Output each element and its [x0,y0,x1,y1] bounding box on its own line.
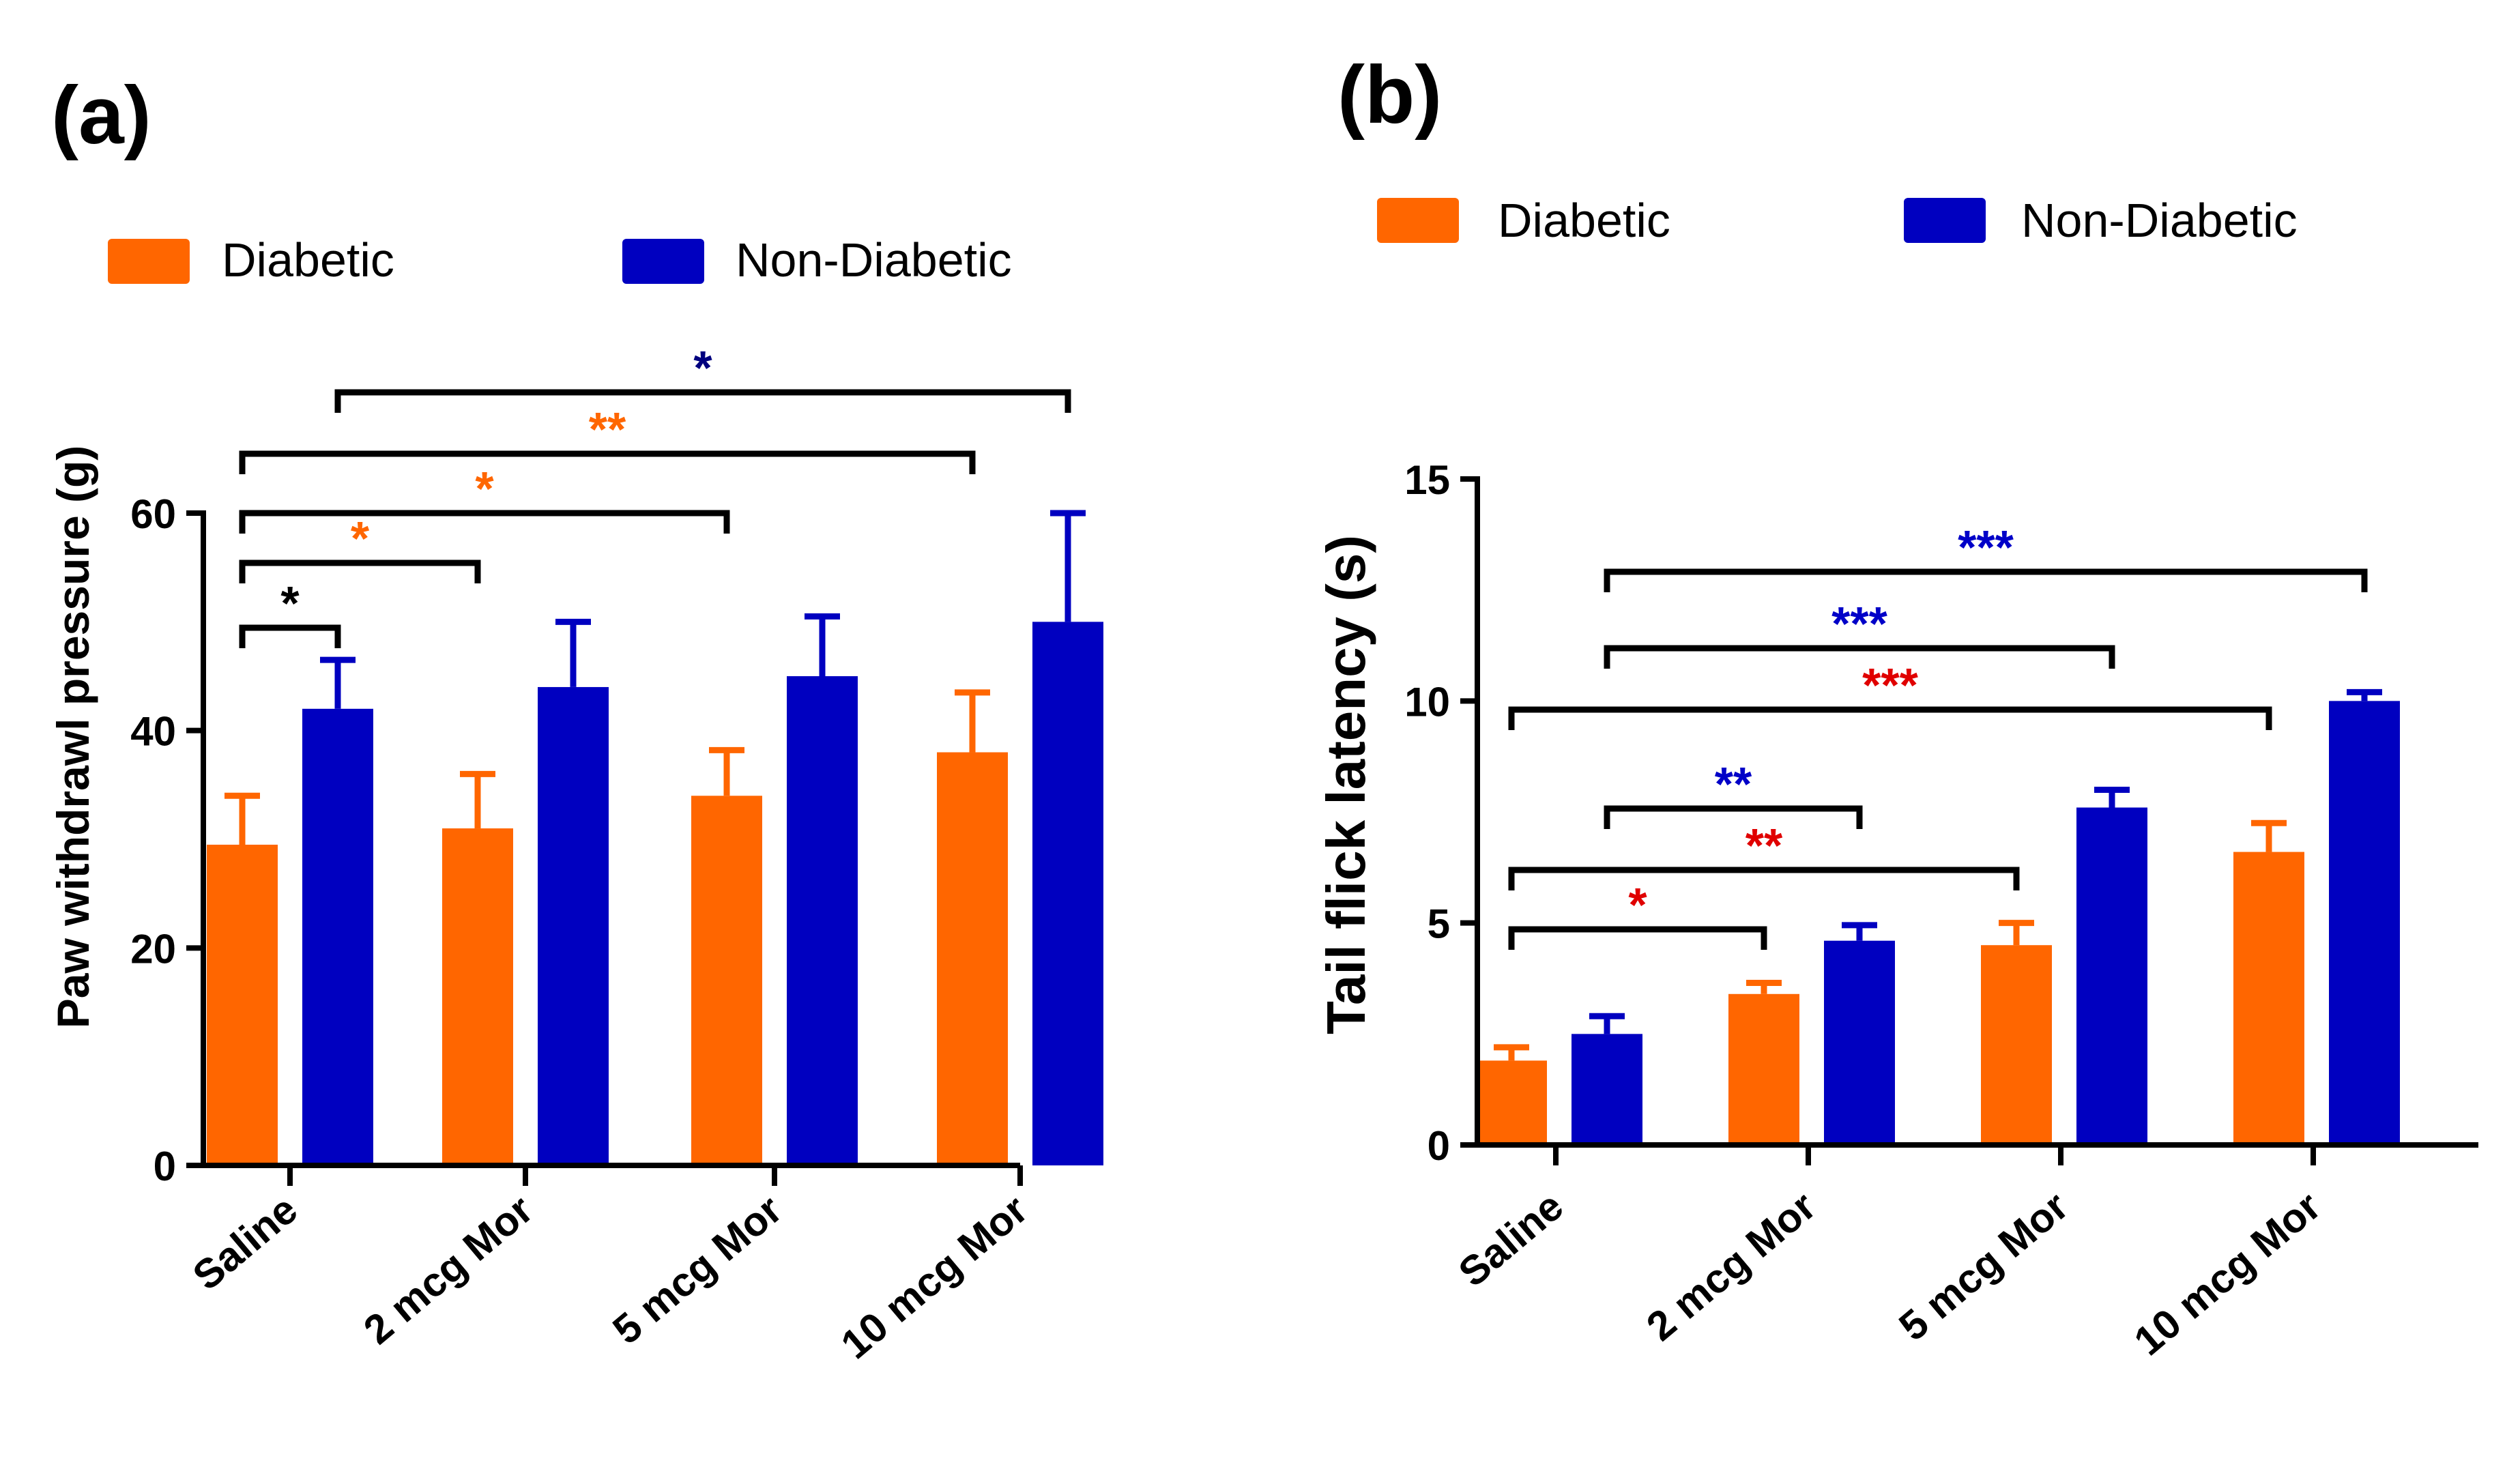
sig-bracket-b-2 [1604,805,1863,829]
sig-bracket-a-4 [334,389,1071,413]
sig-label-b-0: * [1628,878,1647,931]
sig-bracket-b-0 [1508,926,1767,950]
panel-a: (a) Diabetic Non-Diabetic Paw withdrawl … [48,70,1103,1367]
legend-label-diabetic-b: Diabetic [1498,194,1670,247]
panel-label-b: (b) [1337,49,1442,141]
bar-b-diabetic-0 [1476,1060,1547,1145]
sig-label-b-4: *** [1831,597,1887,650]
sig-bracket-a-0 [239,624,341,648]
bar-a-diabetic-0 [207,844,278,1165]
sig-bracket-b-4 [1604,645,2115,669]
sig-label-b-3: *** [1862,658,1918,712]
bar-a-nondiabetic-0 [302,708,373,1165]
legend-label-nondiabetic-b: Non-Diabetic [2021,194,2298,247]
y-tick-label-b-1: 5 [1428,901,1450,947]
bar-b-diabetic-3 [2233,852,2304,1145]
sig-label-a-2: * [475,462,494,515]
sig-bracket-b-1 [1508,867,2020,890]
legend-label-nondiabetic-a: Non-Diabetic [736,233,1012,287]
sig-label-a-4: * [693,341,712,394]
y-tick-label-a-2: 40 [130,709,176,755]
y-axis-label-a: Paw withdrawl pressure (g) [48,446,98,1029]
bar-b-diabetic-1 [1728,993,1799,1145]
sig-label-a-1: * [351,512,370,565]
panel-label-a: (a) [51,70,151,161]
bar-a-diabetic-2 [691,796,762,1165]
legend-swatch-diabetic-a [108,239,190,284]
bar-a-diabetic-3 [937,752,1008,1165]
sig-label-b-5: *** [1958,521,2014,574]
y-tick-label-b-0: 0 [1428,1123,1450,1169]
y-axis-label-b: Tail flick latency (s) [1316,535,1376,1034]
sig-bracket-b-5 [1604,568,2368,592]
y-tick-label-a-1: 20 [130,926,176,972]
sig-bracket-a-2 [239,510,730,534]
bar-a-diabetic-1 [442,828,513,1165]
y-tick-label-b-2: 10 [1404,679,1450,725]
legend-label-diabetic-a: Diabetic [222,233,394,287]
sig-bracket-b-3 [1508,706,2272,730]
bar-a-nondiabetic-2 [787,676,858,1165]
sig-bracket-a-3 [239,450,976,474]
legend-swatch-nondiabetic-a [622,239,704,284]
sig-label-a-3: ** [589,403,626,456]
bar-b-nondiabetic-3 [2329,701,2400,1145]
sig-label-b-1: ** [1746,819,1783,872]
bar-b-nondiabetic-1 [1824,940,1895,1145]
sig-label-a-0: * [280,577,300,630]
y-tick-label-a-0: 0 [154,1144,176,1189]
bar-a-nondiabetic-1 [538,686,609,1165]
bar-a-nondiabetic-3 [1032,622,1103,1165]
y-tick-label-a-3: 60 [130,491,176,537]
legend-swatch-nondiabetic-b [1904,198,1986,243]
sig-bracket-a-1 [239,560,481,583]
legend-swatch-diabetic-b [1377,198,1459,243]
bar-b-nondiabetic-0 [1572,1034,1642,1145]
bar-b-nondiabetic-2 [2076,807,2147,1145]
sig-label-b-2: ** [1715,757,1752,811]
y-tick-label-b-3: 15 [1404,457,1450,503]
bar-b-diabetic-2 [1981,945,2052,1145]
